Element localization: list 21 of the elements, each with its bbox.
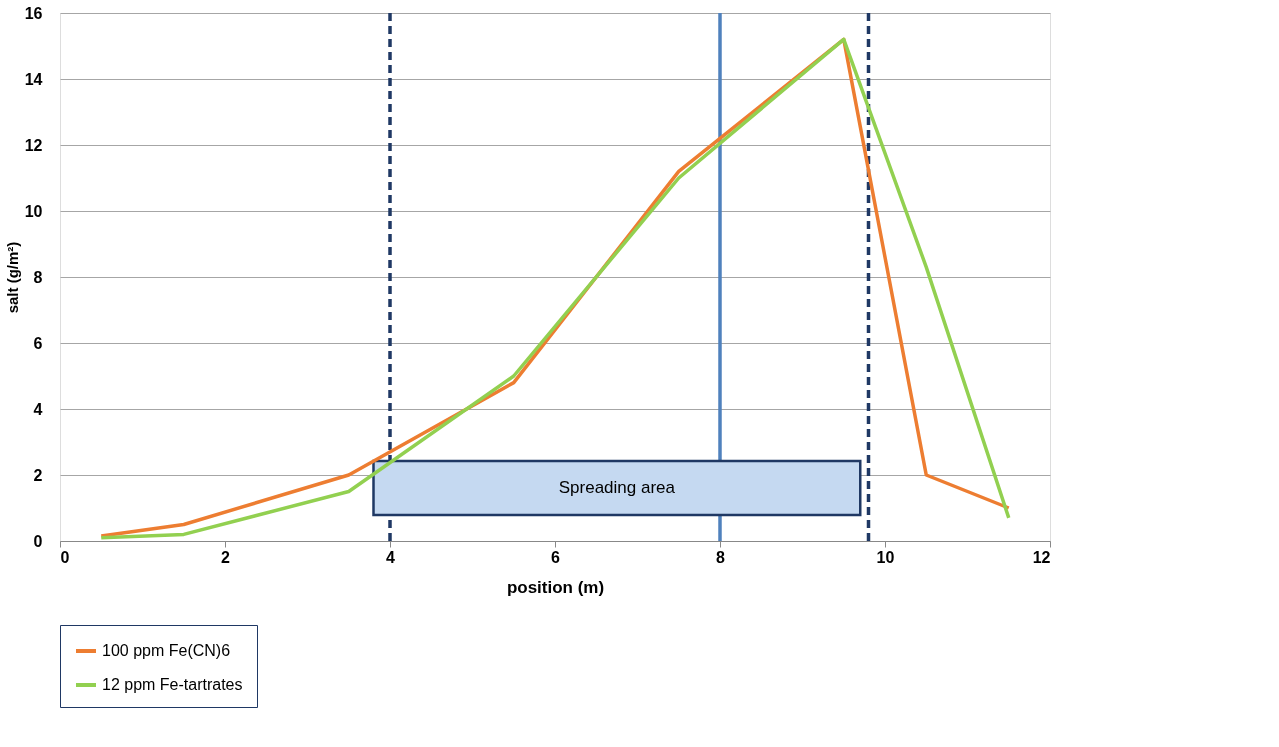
y-tick-label: 4 — [33, 400, 43, 418]
x-tick-label: 4 — [386, 548, 396, 566]
y-tick-label: 0 — [33, 532, 43, 550]
y-axis-title: salt (g/m²) — [3, 241, 21, 314]
x-tick-label: 10 — [876, 548, 895, 566]
x-tick-label: 8 — [716, 548, 726, 566]
x-tick-label: 0 — [60, 548, 70, 566]
band-label: Spreading area — [558, 478, 676, 497]
x-axis-title: position (m) — [506, 577, 605, 597]
x-tick-label: 12 — [1032, 548, 1051, 566]
y-tick-label: 14 — [24, 70, 43, 88]
legend-label: 12 ppm Fe-tartrates — [102, 676, 243, 693]
y-tick-label: 16 — [24, 4, 43, 22]
y-tick-label: 6 — [33, 334, 43, 352]
x-tick-label: 6 — [551, 548, 561, 566]
x-tick-label: 2 — [221, 548, 231, 566]
y-tick-label: 12 — [24, 136, 43, 154]
y-tick-label: 2 — [33, 466, 43, 484]
y-tick-label: 8 — [33, 268, 43, 286]
y-tick-label: 10 — [24, 202, 43, 220]
legend-label: 100 ppm Fe(CN)6 — [102, 642, 231, 659]
